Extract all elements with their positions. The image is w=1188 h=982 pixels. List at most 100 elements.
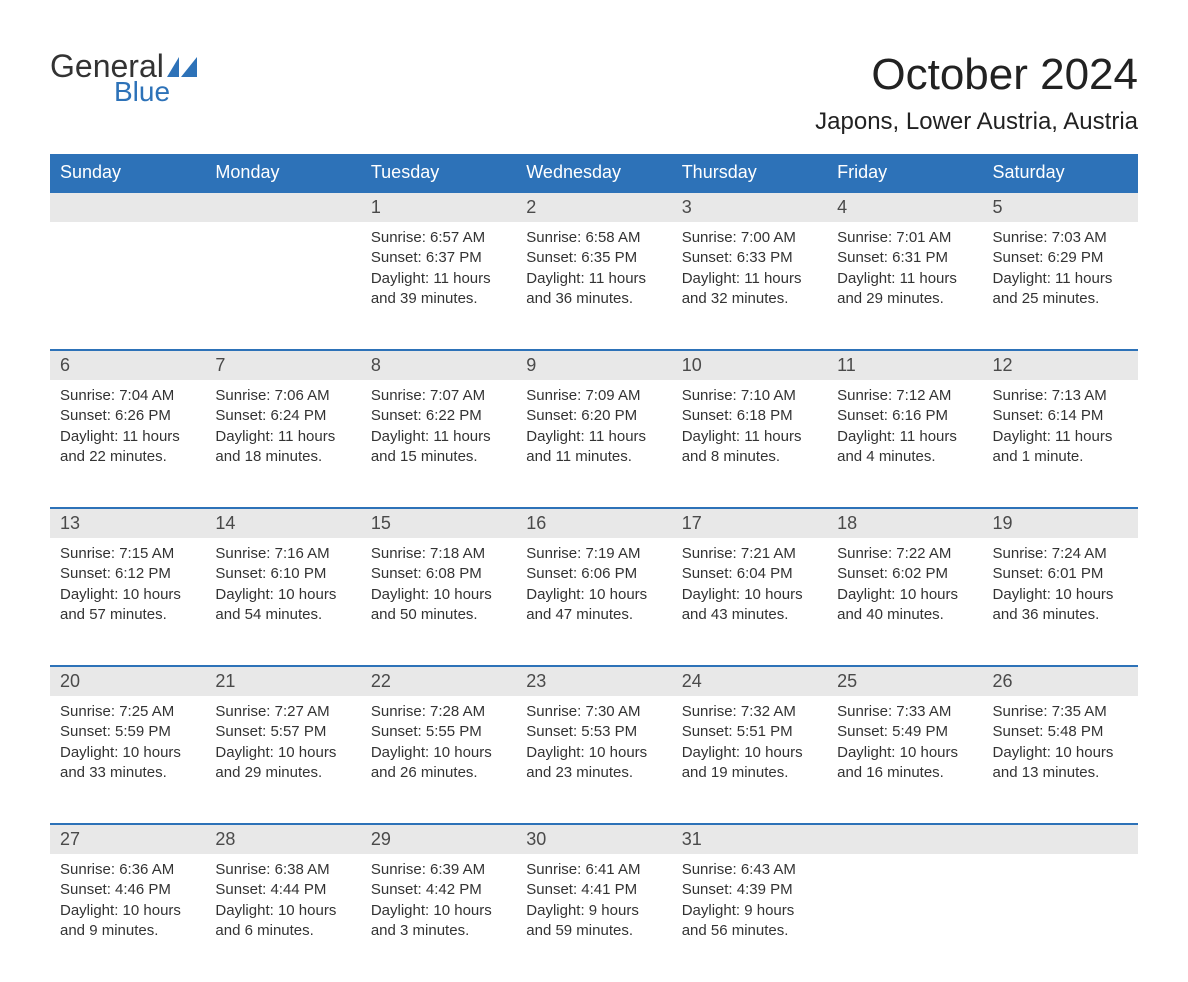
day-body: Sunrise: 7:07 AMSunset: 6:22 PMDaylight:… [361,380,516,483]
day-number: 20 [50,667,205,696]
sunrise-line: Sunrise: 7:07 AM [371,386,506,406]
day-body-cell: Sunrise: 7:33 AMSunset: 5:49 PMDaylight:… [827,696,982,824]
dow-header: Saturday [983,154,1138,192]
daylight-line: Daylight: 10 hours [60,743,195,763]
day-body-cell: Sunrise: 7:00 AMSunset: 6:33 PMDaylight:… [672,222,827,350]
day-body: Sunrise: 7:13 AMSunset: 6:14 PMDaylight:… [983,380,1138,483]
day-body-cell: Sunrise: 7:25 AMSunset: 5:59 PMDaylight:… [50,696,205,824]
day-number-cell: 16 [516,508,671,538]
day-body: Sunrise: 6:43 AMSunset: 4:39 PMDaylight:… [672,854,827,957]
dow-header: Wednesday [516,154,671,192]
daylight-line: Daylight: 11 hours [837,427,972,447]
day-body: Sunrise: 7:19 AMSunset: 6:06 PMDaylight:… [516,538,671,641]
daylight-line: and 29 minutes. [215,763,350,783]
sunset-line: Sunset: 6:20 PM [526,406,661,426]
daylight-line: and 26 minutes. [371,763,506,783]
week-body-row: Sunrise: 7:15 AMSunset: 6:12 PMDaylight:… [50,538,1138,666]
sunset-line: Sunset: 6:14 PM [993,406,1128,426]
sunset-line: Sunset: 4:41 PM [526,880,661,900]
daylight-line: Daylight: 11 hours [526,427,661,447]
day-number: 5 [983,193,1138,222]
day-body: Sunrise: 7:06 AMSunset: 6:24 PMDaylight:… [205,380,360,483]
week-daynum-row: 2728293031 [50,824,1138,854]
day-number-cell: 4 [827,192,982,222]
day-body-cell: Sunrise: 7:15 AMSunset: 6:12 PMDaylight:… [50,538,205,666]
day-number-cell [205,192,360,222]
day-number [205,193,360,222]
day-number-cell: 20 [50,666,205,696]
daylight-line: Daylight: 11 hours [215,427,350,447]
day-number-cell: 9 [516,350,671,380]
day-body: Sunrise: 7:28 AMSunset: 5:55 PMDaylight:… [361,696,516,799]
daylight-line: and 9 minutes. [60,921,195,941]
daylight-line: Daylight: 11 hours [60,427,195,447]
day-number: 17 [672,509,827,538]
day-number-cell: 19 [983,508,1138,538]
daylight-line: and 43 minutes. [682,605,817,625]
sunrise-line: Sunrise: 7:10 AM [682,386,817,406]
daylight-line: and 3 minutes. [371,921,506,941]
daylight-line: Daylight: 10 hours [371,743,506,763]
day-number: 23 [516,667,671,696]
sunrise-line: Sunrise: 7:09 AM [526,386,661,406]
day-number: 22 [361,667,516,696]
daylight-line: and 32 minutes. [682,289,817,309]
sunset-line: Sunset: 6:18 PM [682,406,817,426]
day-number-cell: 22 [361,666,516,696]
day-number [50,193,205,222]
day-number: 16 [516,509,671,538]
sunrise-line: Sunrise: 7:30 AM [526,702,661,722]
day-number-cell: 6 [50,350,205,380]
day-body: Sunrise: 7:22 AMSunset: 6:02 PMDaylight:… [827,538,982,641]
sunset-line: Sunset: 5:57 PM [215,722,350,742]
day-number: 24 [672,667,827,696]
daylight-line: and 8 minutes. [682,447,817,467]
day-number-cell: 26 [983,666,1138,696]
week-daynum-row: 6789101112 [50,350,1138,380]
week-daynum-row: 12345 [50,192,1138,222]
week-body-row: Sunrise: 6:36 AMSunset: 4:46 PMDaylight:… [50,854,1138,982]
week-body-row: Sunrise: 6:57 AMSunset: 6:37 PMDaylight:… [50,222,1138,350]
sunset-line: Sunset: 5:51 PM [682,722,817,742]
day-number: 19 [983,509,1138,538]
daylight-line: and 56 minutes. [682,921,817,941]
daylight-line: Daylight: 10 hours [60,585,195,605]
day-body: Sunrise: 6:57 AMSunset: 6:37 PMDaylight:… [361,222,516,325]
sunrise-line: Sunrise: 7:19 AM [526,544,661,564]
sunrise-line: Sunrise: 7:04 AM [60,386,195,406]
sunset-line: Sunset: 5:49 PM [837,722,972,742]
daylight-line: Daylight: 10 hours [993,585,1128,605]
day-body-cell: Sunrise: 6:58 AMSunset: 6:35 PMDaylight:… [516,222,671,350]
day-number-cell: 31 [672,824,827,854]
day-number [827,825,982,854]
daylight-line: and 47 minutes. [526,605,661,625]
daylight-line: and 50 minutes. [371,605,506,625]
sunset-line: Sunset: 4:39 PM [682,880,817,900]
daylight-line: and 36 minutes. [526,289,661,309]
sunset-line: Sunset: 6:22 PM [371,406,506,426]
sunrise-line: Sunrise: 7:21 AM [682,544,817,564]
day-body-cell: Sunrise: 7:13 AMSunset: 6:14 PMDaylight:… [983,380,1138,508]
day-body: Sunrise: 6:39 AMSunset: 4:42 PMDaylight:… [361,854,516,957]
sunrise-line: Sunrise: 7:15 AM [60,544,195,564]
day-body-cell: Sunrise: 6:36 AMSunset: 4:46 PMDaylight:… [50,854,205,982]
day-number-cell: 17 [672,508,827,538]
day-number-cell: 29 [361,824,516,854]
sunset-line: Sunset: 6:08 PM [371,564,506,584]
dow-header: Sunday [50,154,205,192]
day-body-cell: Sunrise: 7:09 AMSunset: 6:20 PMDaylight:… [516,380,671,508]
day-body: Sunrise: 7:33 AMSunset: 5:49 PMDaylight:… [827,696,982,799]
daylight-line: and 6 minutes. [215,921,350,941]
day-number-cell: 18 [827,508,982,538]
day-number: 21 [205,667,360,696]
day-of-week-row: SundayMondayTuesdayWednesdayThursdayFrid… [50,154,1138,192]
day-body: Sunrise: 7:24 AMSunset: 6:01 PMDaylight:… [983,538,1138,641]
day-number-cell: 1 [361,192,516,222]
day-body-cell: Sunrise: 7:04 AMSunset: 6:26 PMDaylight:… [50,380,205,508]
header: General Blue October 2024 Japons, Lower … [50,50,1138,148]
sunrise-line: Sunrise: 7:01 AM [837,228,972,248]
sunrise-line: Sunrise: 7:06 AM [215,386,350,406]
day-number-cell: 5 [983,192,1138,222]
day-body: Sunrise: 7:01 AMSunset: 6:31 PMDaylight:… [827,222,982,325]
day-number: 31 [672,825,827,854]
